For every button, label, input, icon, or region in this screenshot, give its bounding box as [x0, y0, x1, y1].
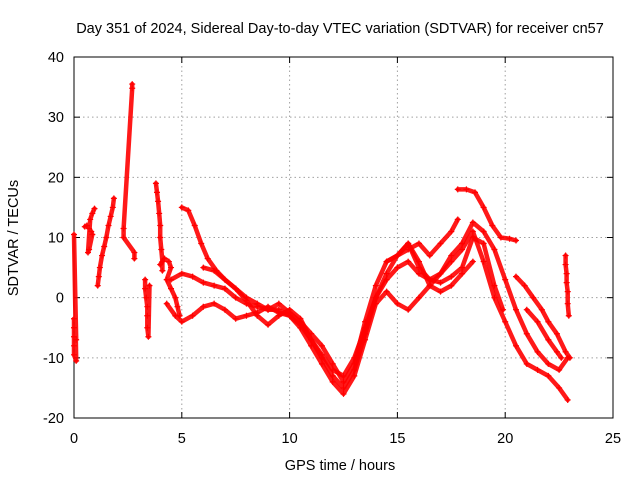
- series-trace-arc-3.4: [142, 277, 152, 340]
- x-axis-label: GPS time / hours: [285, 458, 395, 474]
- y-tick-label: 30: [48, 110, 64, 126]
- series-trace-sat-C: [168, 220, 570, 385]
- x-tick-label: 15: [389, 431, 405, 447]
- series-trace-arc-3.8: [153, 181, 165, 273]
- series-trace-arc-4.x: [157, 256, 182, 318]
- data-marks: [71, 81, 573, 403]
- y-tick-label: -10: [43, 351, 64, 367]
- x-tick-label: 10: [282, 431, 298, 447]
- y-tick-label: 0: [56, 291, 64, 307]
- y-tick-label: -20: [43, 411, 64, 427]
- series-trace-early-arc-a: [82, 206, 97, 255]
- series-trace-sat-F: [455, 187, 519, 243]
- series-trace-sat-H: [524, 307, 564, 361]
- x-tick-label: 5: [178, 431, 186, 447]
- axis-ticks: 0 5 10 15 20 25 -20 -10 0 10 20 30 40: [43, 50, 621, 447]
- gridlines: [74, 57, 613, 418]
- y-tick-label: 20: [48, 170, 64, 186]
- x-tick-label: 20: [497, 431, 513, 447]
- chart-title: Day 351 of 2024, Sidereal Day-to-day VTE…: [76, 21, 604, 37]
- y-tick-label: 40: [48, 50, 64, 66]
- series-trace-early-arc-b: [95, 196, 117, 288]
- series-trace-sat-E: [384, 217, 461, 264]
- series-trace-early-spike: [71, 232, 79, 364]
- x-tick-label: 0: [70, 431, 78, 447]
- plot-frame: [73, 56, 614, 419]
- series-trace-sat-G: [513, 274, 573, 361]
- series-trace-isolated: [121, 81, 137, 261]
- y-axis-label: SDTVAR / TECUs: [6, 180, 22, 296]
- x-tick-label: 25: [605, 431, 621, 447]
- series-trace-late-spike: [563, 253, 572, 318]
- y-tick-label: 10: [48, 231, 64, 247]
- series-trace-sat-D: [201, 241, 476, 391]
